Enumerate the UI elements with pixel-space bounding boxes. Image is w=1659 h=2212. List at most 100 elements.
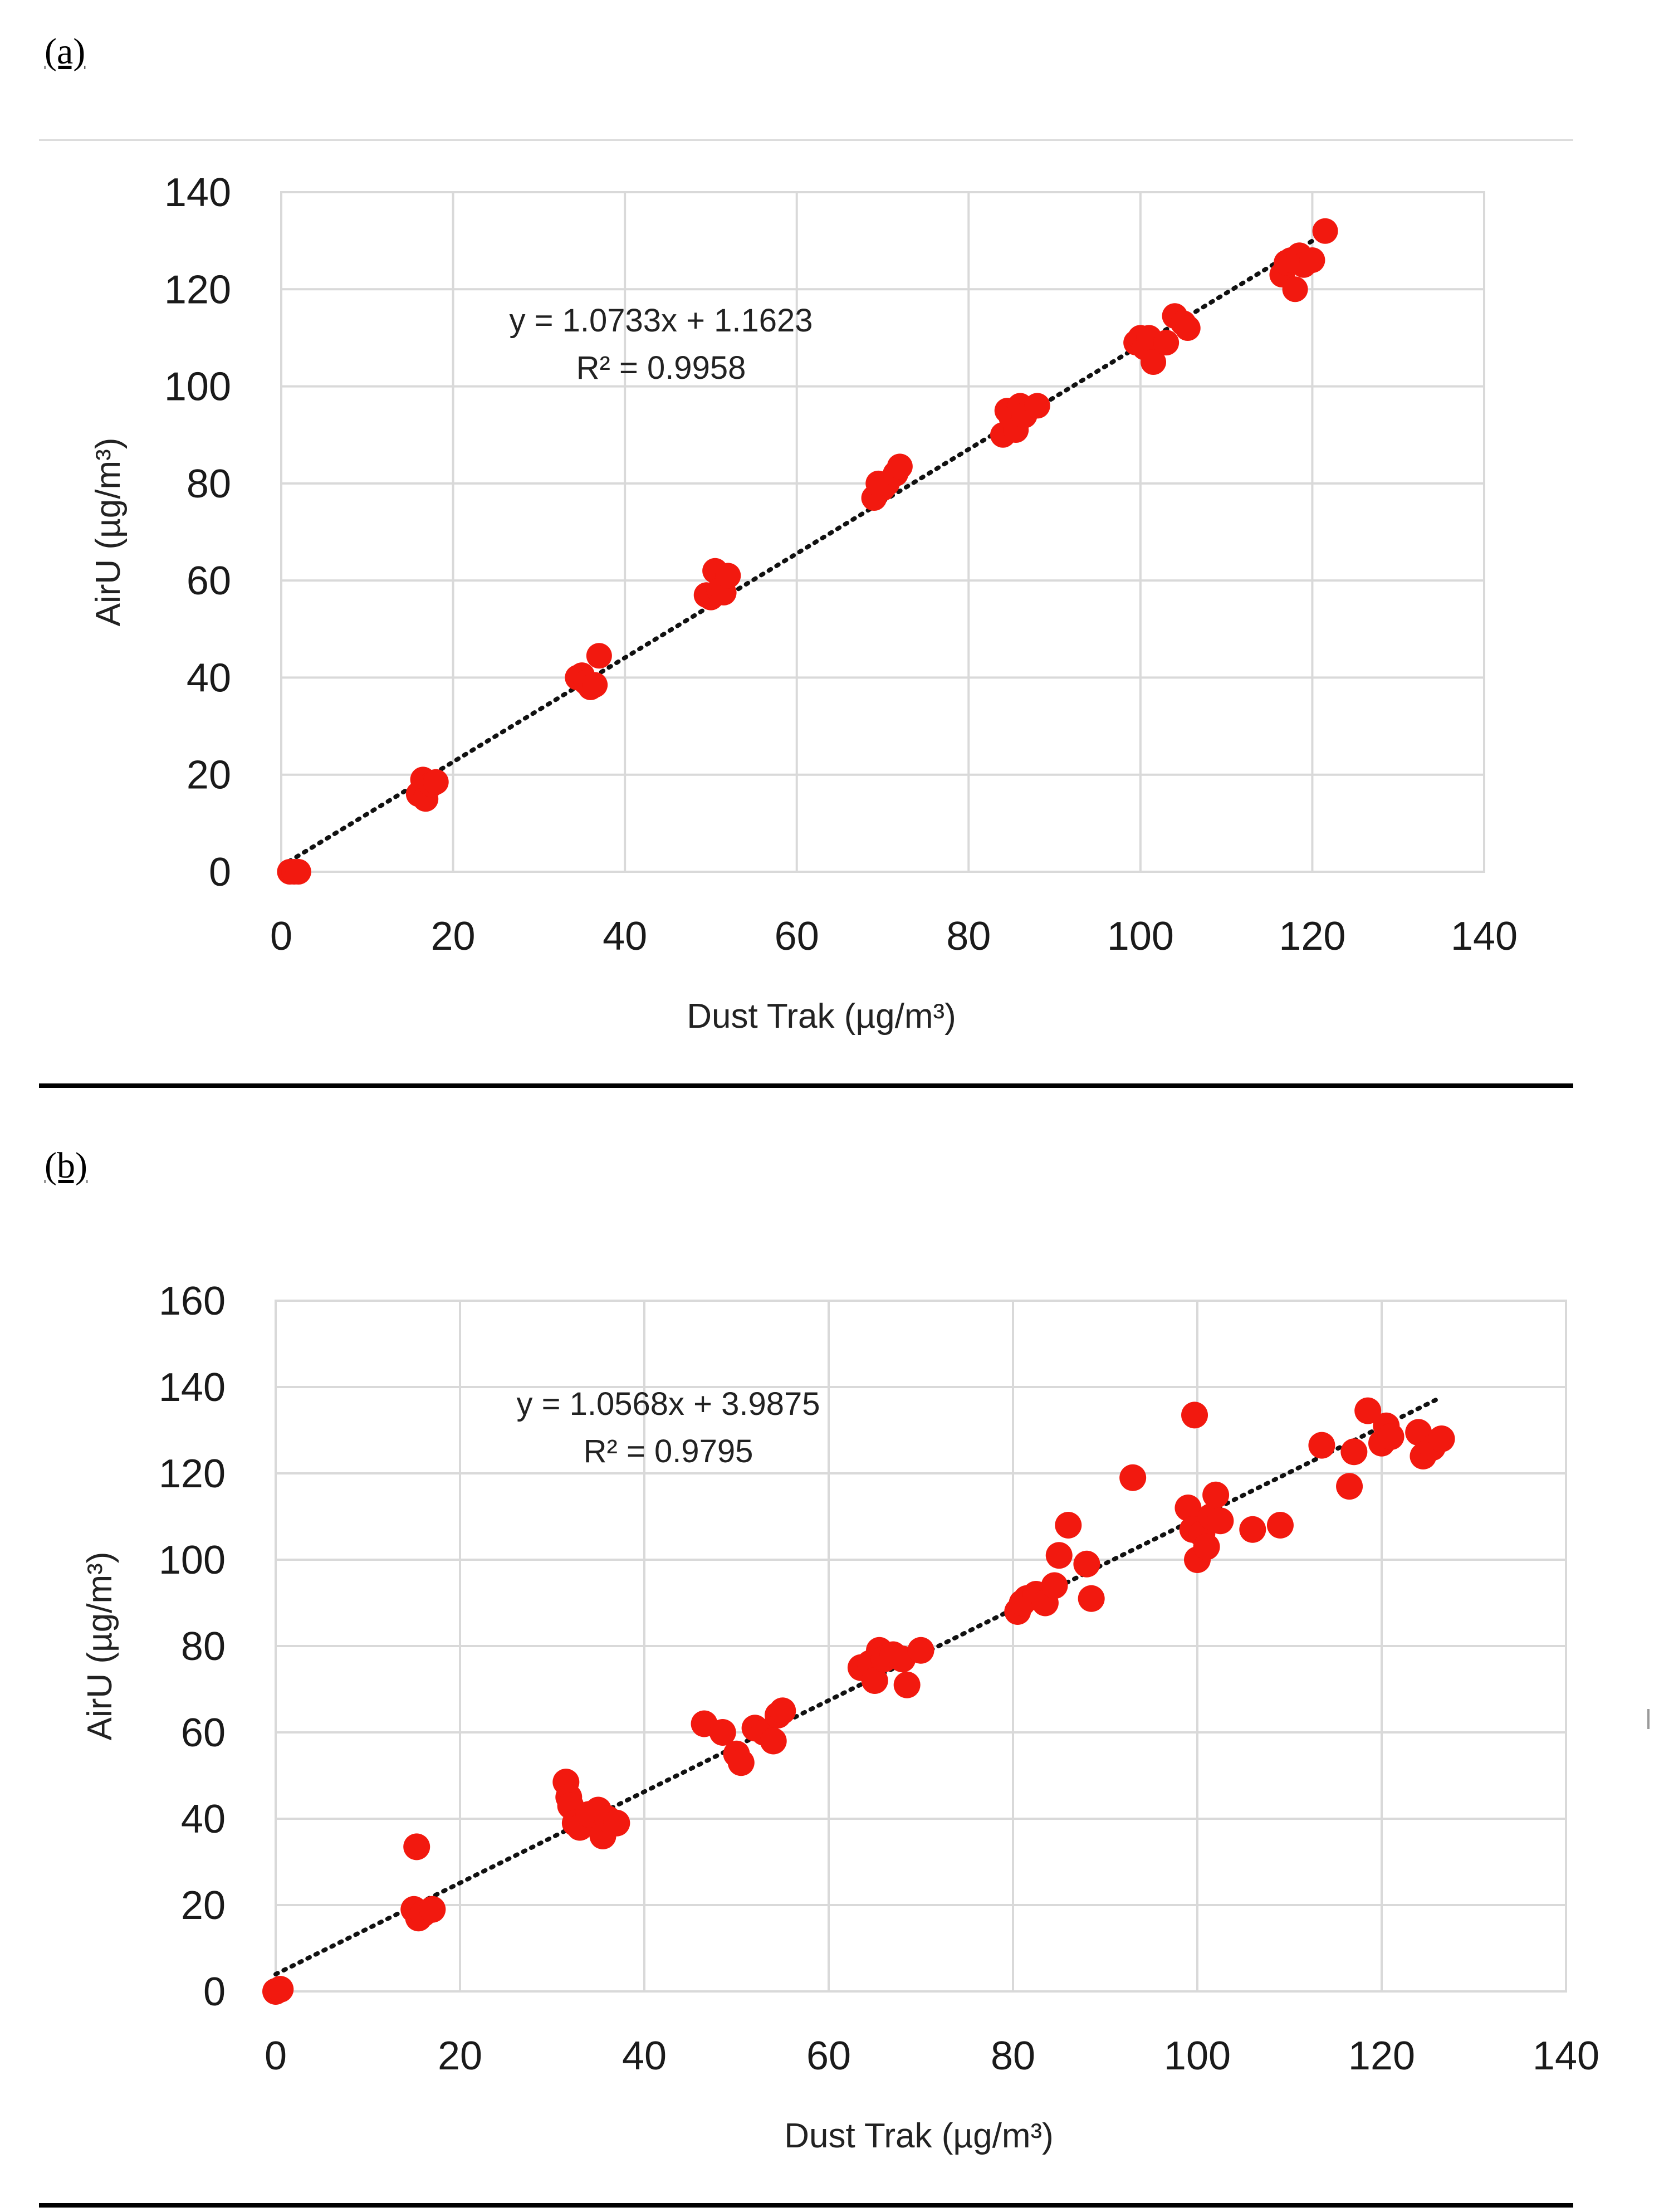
- data-point: [1073, 1550, 1100, 1578]
- data-point: [586, 643, 612, 669]
- data-point: [769, 1697, 796, 1725]
- y-ticks-a: 0 20 40 60 80 100 120 140: [164, 170, 231, 895]
- x-tick-label: 20: [431, 914, 476, 959]
- data-point: [861, 1667, 888, 1694]
- y-tick-label: 60: [187, 559, 231, 603]
- panel-label-b: (b): [45, 1145, 87, 1186]
- x-tick-label: 120: [1348, 2034, 1415, 2078]
- x-tick-label: 140: [1533, 2034, 1599, 2078]
- x-tick-label: 100: [1164, 2034, 1231, 2078]
- panel-label-a: (a): [45, 31, 86, 72]
- trend-equation-a: y = 1.0733x + 1.1623: [510, 302, 813, 339]
- data-point: [1181, 1402, 1208, 1429]
- data-point: [727, 1749, 755, 1776]
- data-point: [1153, 330, 1180, 356]
- trendline-b: [273, 1397, 1440, 1977]
- data-point: [423, 769, 449, 795]
- x-axis-title-b: Dust Trak (µg/m³): [784, 2117, 1054, 2155]
- x-tick-label: 80: [946, 914, 991, 959]
- y-tick-label: 160: [159, 1279, 226, 1324]
- data-point: [1174, 315, 1201, 341]
- data-point: [285, 859, 311, 885]
- data-point: [403, 1833, 430, 1861]
- r-squared-a: R² = 0.9958: [576, 350, 746, 386]
- points-b: [262, 1397, 1455, 2005]
- scatter-chart-a: 0 20 40 60 80 100 120 140 0 20 40 60 80 100 120 140 Du…: [89, 170, 1518, 1036]
- margin-mark: [1647, 1709, 1650, 1729]
- data-point: [582, 672, 608, 698]
- x-tick-label: 120: [1279, 914, 1345, 959]
- x-tick-label: 0: [270, 914, 292, 959]
- y-tick-label: 60: [181, 1711, 226, 1755]
- data-point: [1055, 1512, 1082, 1539]
- trendline-a: [279, 228, 1332, 868]
- data-point: [1041, 1572, 1068, 1599]
- data-point: [893, 1671, 921, 1698]
- x-ticks-a: 0 20 40 60 80 100 120 140: [270, 914, 1518, 959]
- bottom-divider-b: [39, 2203, 1573, 2208]
- data-point: [709, 1719, 736, 1746]
- trendline-b-group: [273, 1397, 1440, 1977]
- data-point: [1207, 1507, 1234, 1535]
- y-tick-label: 20: [181, 1883, 226, 1928]
- data-point: [1377, 1423, 1404, 1451]
- plot-frame-a: [280, 191, 1485, 873]
- data-point: [1202, 1481, 1230, 1508]
- y-tick-label: 0: [209, 850, 231, 895]
- x-tick-label: 40: [622, 2034, 667, 2078]
- x-tick-label: 60: [806, 2034, 851, 2078]
- plot-frame-b: [275, 1300, 1567, 1993]
- r-squared-b: R² = 0.9795: [584, 1433, 753, 1469]
- data-point: [887, 453, 913, 480]
- data-point: [1299, 247, 1325, 273]
- data-point: [760, 1727, 787, 1755]
- x-tick-label: 40: [603, 914, 647, 959]
- data-point: [715, 563, 741, 589]
- y-tick-label: 100: [164, 365, 231, 409]
- trendline-a-group: [279, 228, 1332, 868]
- y-tick-label: 80: [181, 1624, 226, 1669]
- data-point: [1193, 1533, 1220, 1560]
- y-tick-label: 40: [181, 1797, 226, 1842]
- y-tick-label: 20: [187, 753, 231, 798]
- y-ticks-b: 0 20 40 60 80 100 120 140 160: [159, 1279, 226, 2014]
- data-point: [1024, 393, 1050, 419]
- x-ticks-b: 0 20 40 60 80 100 120 140: [265, 2034, 1599, 2078]
- y-tick-label: 40: [187, 656, 231, 700]
- x-tick-label: 20: [438, 2034, 482, 2078]
- data-point: [1141, 349, 1166, 375]
- data-point: [1119, 1464, 1147, 1491]
- data-point: [603, 1809, 630, 1837]
- data-point: [1340, 1438, 1368, 1466]
- x-tick-label: 0: [265, 2034, 287, 2078]
- y-tick-label: 140: [159, 1365, 226, 1410]
- y-tick-label: 120: [159, 1452, 226, 1496]
- data-point: [1308, 1432, 1335, 1459]
- data-point: [419, 1896, 446, 1923]
- data-point: [1266, 1512, 1294, 1539]
- y-tick-label: 80: [187, 462, 231, 506]
- data-point: [1336, 1473, 1363, 1500]
- y-tick-label: 120: [164, 267, 231, 312]
- y-axis-title-b: AirU (µg/m³): [81, 1552, 119, 1741]
- x-tick-label: 60: [775, 914, 819, 959]
- y-tick-label: 100: [159, 1538, 226, 1583]
- data-point: [1078, 1585, 1105, 1612]
- data-point: [1354, 1397, 1382, 1424]
- trend-equation-b: y = 1.0568x + 3.9875: [517, 1386, 820, 1422]
- y-tick-label: 140: [164, 170, 231, 215]
- data-point: [1239, 1516, 1266, 1543]
- x-tick-label: 140: [1451, 914, 1518, 959]
- points-a: [277, 218, 1338, 885]
- top-divider-a: [39, 139, 1573, 141]
- bottom-divider-a: [39, 1083, 1573, 1088]
- data-point: [1282, 276, 1308, 302]
- y-axis-title-a: AirU (µg/m³): [89, 438, 128, 627]
- data-point: [1045, 1542, 1073, 1569]
- data-point: [1428, 1425, 1455, 1452]
- data-point: [907, 1637, 934, 1664]
- y-tick-label: 0: [203, 1970, 226, 2014]
- x-axis-title-a: Dust Trak (µg/m³): [687, 997, 956, 1036]
- data-point: [267, 1976, 294, 2003]
